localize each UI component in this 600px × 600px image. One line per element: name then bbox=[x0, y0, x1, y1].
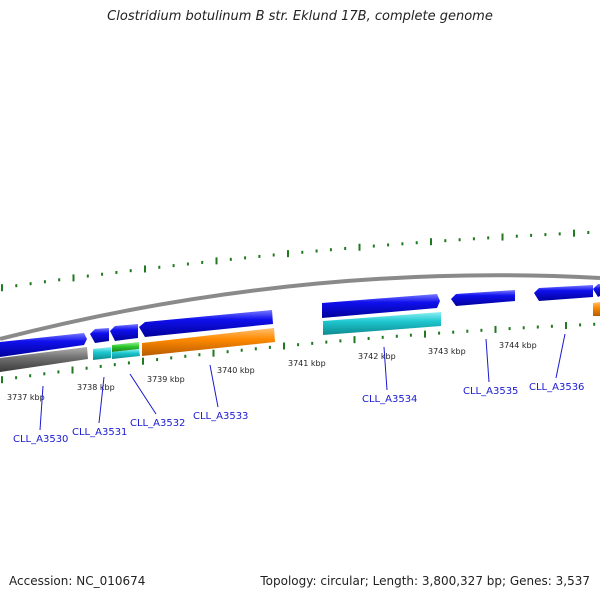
gene-label[interactable]: CLL_A3536 bbox=[529, 382, 584, 393]
gene-label[interactable]: CLL_A3534 bbox=[362, 394, 417, 405]
forward-strand-features bbox=[0, 284, 600, 357]
scale-label: 3741 kbp bbox=[288, 359, 326, 368]
genome-backbone bbox=[0, 273, 600, 341]
cds-arrow bbox=[322, 294, 440, 318]
cds-arrow bbox=[139, 310, 273, 337]
cds-arrow bbox=[93, 347, 111, 360]
gene-label[interactable]: CLL_A3535 bbox=[463, 386, 518, 397]
scale-label: 3744 kbp bbox=[499, 341, 537, 350]
scale-labels: 3737 kbp 3738 kbp 3739 kbp 3740 kbp 3741… bbox=[7, 341, 537, 402]
cds-arrow bbox=[0, 333, 87, 357]
gene-label[interactable]: CLL_A3532 bbox=[130, 418, 185, 429]
gene-label[interactable]: CLL_A3533 bbox=[193, 411, 248, 422]
gene-label-leaders bbox=[39, 333, 566, 431]
leader-line bbox=[129, 373, 157, 415]
gene-label[interactable]: CLL_A3530 bbox=[13, 434, 68, 445]
cds-arrow bbox=[534, 285, 593, 301]
outer-tick-ring bbox=[1, 229, 590, 292]
gene-labels: CLL_A3530 CLL_A3531 CLL_A3532 CLL_A3533 … bbox=[13, 382, 584, 445]
reverse-strand-features bbox=[0, 302, 600, 372]
cds-arrow bbox=[110, 324, 138, 341]
leader-line bbox=[383, 346, 388, 391]
leader-line bbox=[98, 376, 105, 424]
map-title: Clostridium botulinum B str. Eklund 17B,… bbox=[107, 9, 493, 24]
accession-text: Accession: NC_010674 bbox=[9, 574, 146, 588]
cds-arrow bbox=[90, 328, 109, 343]
orange-feature bbox=[142, 328, 275, 356]
pseudo-gene-bar bbox=[0, 347, 88, 372]
scale-label: 3742 kbp bbox=[358, 352, 396, 361]
cds-arrow bbox=[323, 312, 441, 335]
leader-line bbox=[39, 385, 44, 431]
scale-label: 3737 kbp bbox=[7, 393, 45, 402]
cds-arrow bbox=[451, 290, 515, 306]
scale-label: 3743 kbp bbox=[428, 347, 466, 356]
genome-info-text: Topology: circular; Length: 3,800,327 bp… bbox=[260, 574, 590, 588]
scale-tick-ring bbox=[1, 322, 596, 384]
leader-line bbox=[485, 338, 490, 383]
scale-label: 3739 kbp bbox=[147, 375, 185, 384]
leader-line bbox=[555, 333, 566, 379]
leader-line bbox=[209, 364, 219, 408]
cds-arrow bbox=[593, 284, 600, 297]
orange-feature bbox=[593, 302, 600, 316]
rna-bar bbox=[112, 342, 139, 352]
cds-arrow bbox=[112, 349, 140, 359]
scale-label: 3738 kbp bbox=[77, 383, 115, 392]
gene-label[interactable]: CLL_A3531 bbox=[72, 427, 127, 438]
scale-label: 3740 kbp bbox=[217, 366, 255, 375]
